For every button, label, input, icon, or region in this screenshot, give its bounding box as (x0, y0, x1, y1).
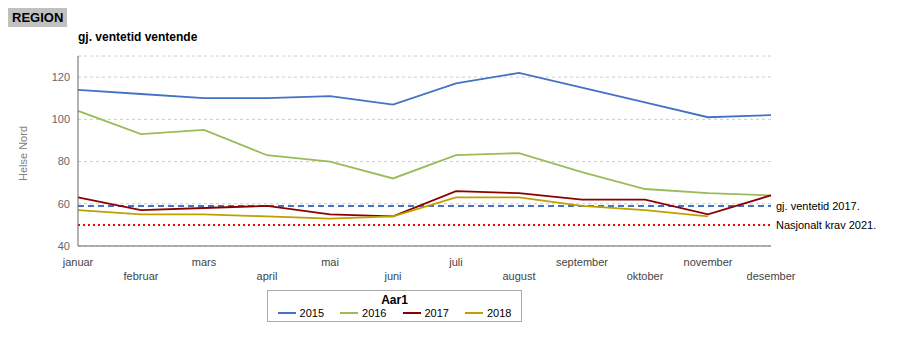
svg-text:april: april (257, 270, 278, 282)
html-text:gj. ventetid ventende: gj. ventetid ventende (78, 30, 198, 44)
svg-text:januar: januar (62, 256, 94, 268)
svg-text:Helse Nord: Helse Nord (17, 126, 29, 181)
html-text:REGION: REGION (12, 10, 64, 25)
svg-text:60: 60 (58, 198, 70, 210)
svg-text:desember: desember (747, 270, 796, 282)
svg-text:juni: juni (383, 270, 401, 282)
svg-text:september: september (556, 256, 608, 268)
svg-text:100: 100 (52, 113, 70, 125)
svg-text:80: 80 (58, 155, 70, 167)
svg-text:november: november (684, 256, 733, 268)
svg-text:juli: juli (448, 256, 462, 268)
html-text:Aar1: Aar1 (381, 293, 408, 307)
svg-text:mars: mars (192, 256, 217, 268)
svg-text:40: 40 (58, 240, 70, 252)
svg-text:mai: mai (321, 256, 339, 268)
html-text:2018: 2018 (487, 307, 512, 319)
html-text:2017: 2017 (424, 307, 449, 319)
svg-text:august: august (502, 270, 535, 282)
svg-text:oktober: oktober (627, 270, 664, 282)
svg-text:120: 120 (52, 71, 70, 83)
svg-text:Nasjonalt krav 2021.: Nasjonalt krav 2021. (776, 219, 876, 231)
html-text:2016: 2016 (362, 307, 387, 319)
html-text:2015: 2015 (299, 307, 324, 319)
svg-text:gj. ventetid 2017.: gj. ventetid 2017. (776, 200, 860, 212)
svg-text:februar: februar (124, 270, 159, 282)
